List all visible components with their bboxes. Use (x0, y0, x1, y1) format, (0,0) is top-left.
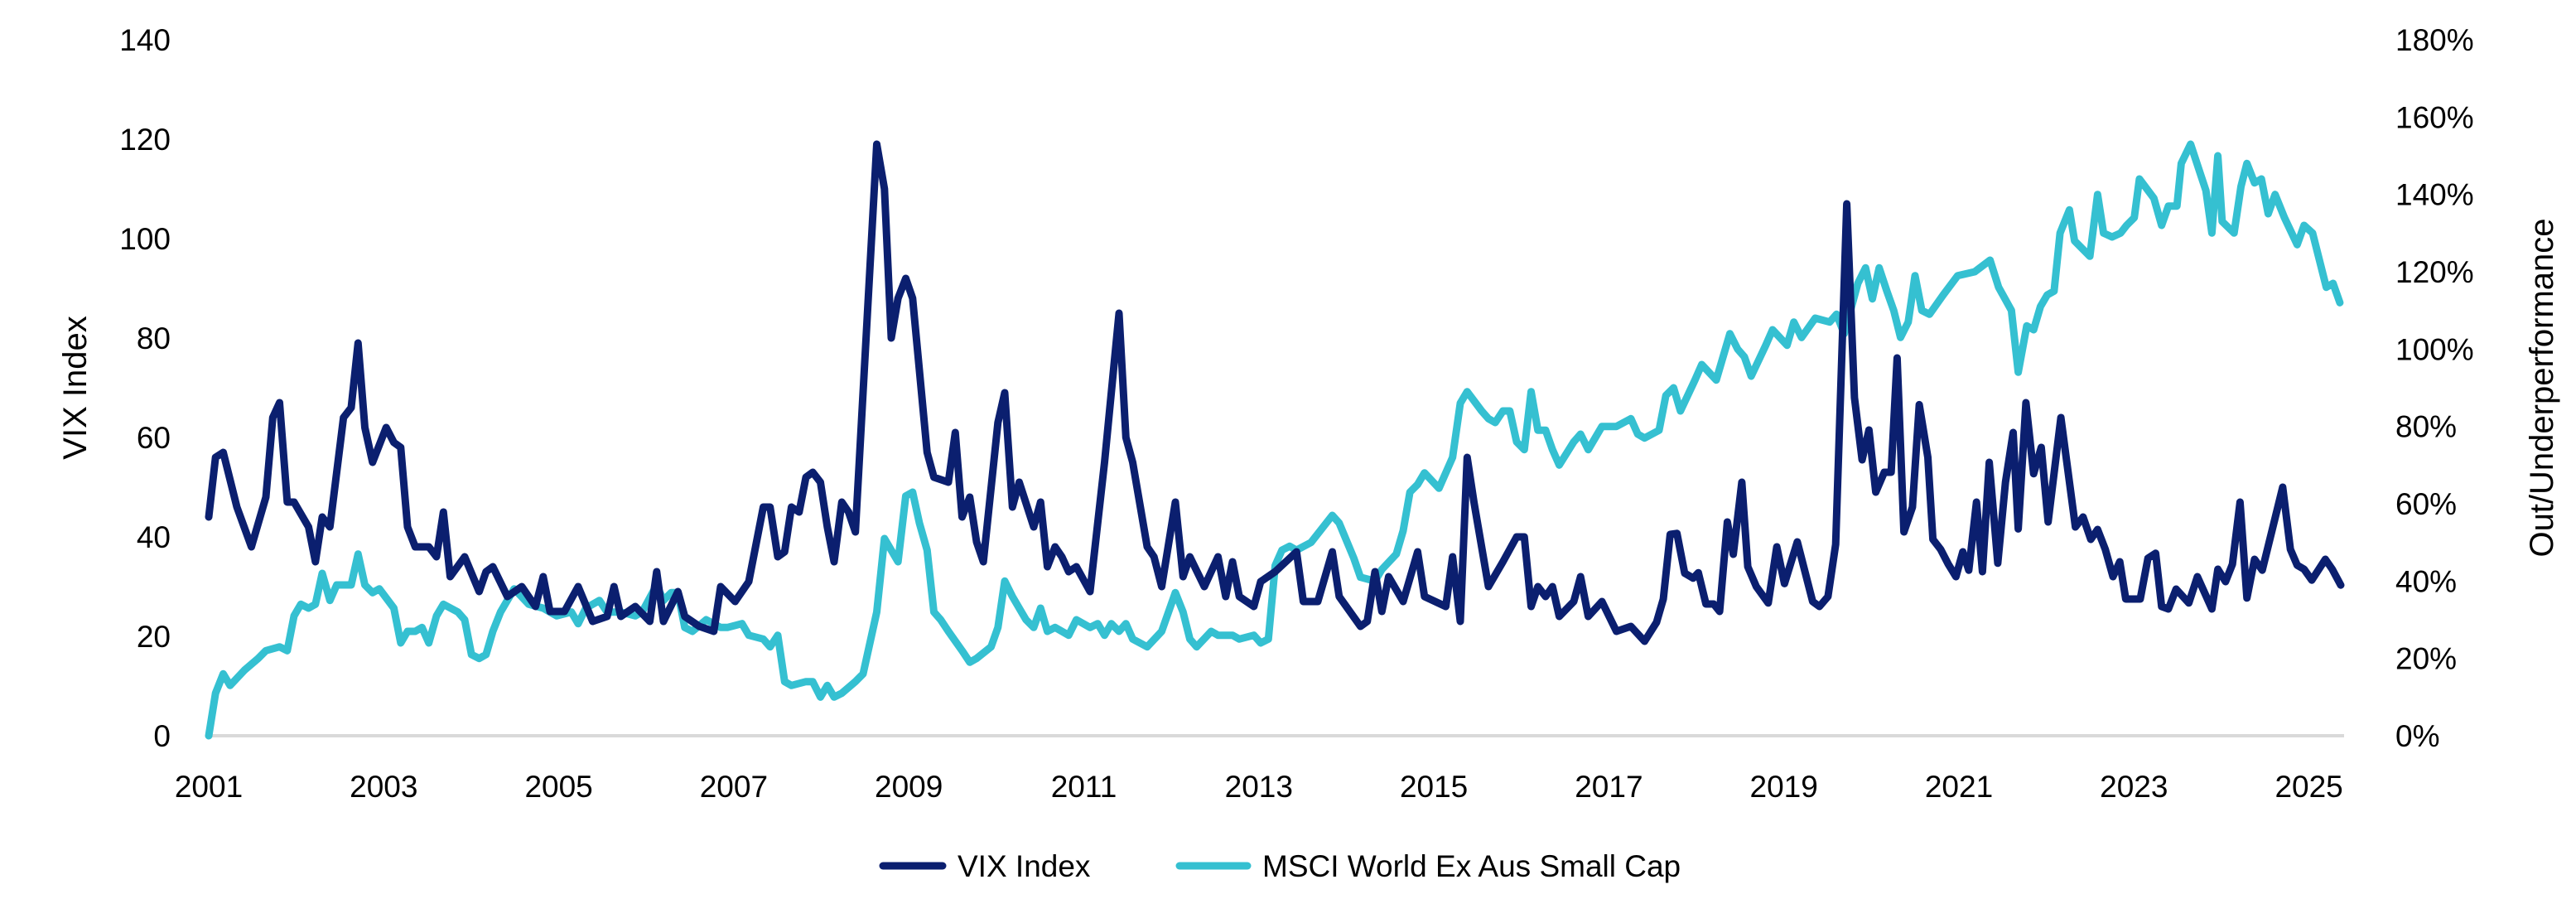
x-tick-label: 2001 (175, 770, 243, 804)
x-tick-label: 2021 (1925, 770, 1993, 804)
legend-item-msci[interactable]: MSCI World Ex Aus Small Cap (1175, 849, 1681, 883)
legend-label-vix: VIX Index (958, 849, 1091, 883)
x-tick-label: 2009 (875, 770, 943, 804)
left-tick-label: 120 (119, 123, 171, 157)
right-axis-title: Out/Underperformance (2524, 218, 2560, 557)
x-tick-label: 2003 (350, 770, 417, 804)
right-tick-label: 80% (2395, 410, 2457, 444)
x-tick-label: 2017 (1575, 770, 1643, 804)
right-tick-label: 180% (2395, 23, 2474, 57)
left-tick-label: 100 (119, 222, 171, 256)
x-tick-label: 2007 (700, 770, 768, 804)
left-axis-title: VIX Index (57, 316, 94, 459)
left-tick-label: 80 (137, 321, 171, 355)
left-tick-label: 140 (119, 23, 171, 57)
right-tick-label: 40% (2395, 564, 2457, 598)
right-tick-label: 120% (2395, 255, 2474, 289)
x-tick-label: 2025 (2275, 770, 2342, 804)
left-tick-label: 0 (153, 719, 171, 753)
right-tick-label: 20% (2395, 642, 2457, 676)
x-tick-label: 2005 (524, 770, 592, 804)
series-line-vix (205, 140, 2345, 645)
x-tick-label: 2015 (1400, 770, 1468, 804)
right-tick-label: 60% (2395, 487, 2457, 521)
left-axis-ticks: 0 20 40 60 80 100 120 140 (119, 23, 171, 753)
x-tick-label: 2019 (1750, 770, 1818, 804)
right-tick-label: 100% (2395, 332, 2474, 366)
legend-item-vix[interactable]: VIX Index (879, 849, 1091, 883)
series-layer (205, 140, 2345, 740)
x-tick-label: 2011 (1051, 770, 1117, 804)
legend-label-msci: MSCI World Ex Aus Small Cap (1262, 849, 1681, 883)
x-tick-label: 2023 (2100, 770, 2168, 804)
legend: VIX Index MSCI World Ex Aus Small Cap (879, 849, 1681, 883)
right-tick-label: 0% (2395, 719, 2439, 753)
x-axis-ticks: 2001 2003 2005 2007 2009 2011 2013 2015 2017 2019… (175, 770, 2343, 804)
left-tick-label: 60 (137, 421, 171, 455)
x-tick-label: 2013 (1225, 770, 1293, 804)
series-vix (205, 140, 2345, 645)
left-tick-label: 20 (137, 620, 171, 654)
right-tick-label: 140% (2395, 178, 2474, 212)
right-tick-label: 160% (2395, 100, 2474, 134)
left-tick-label: 40 (137, 520, 171, 554)
right-axis-ticks: 0% 20% 40% 60% 80% 100% 120% 140% 160% 180% (2395, 23, 2474, 753)
